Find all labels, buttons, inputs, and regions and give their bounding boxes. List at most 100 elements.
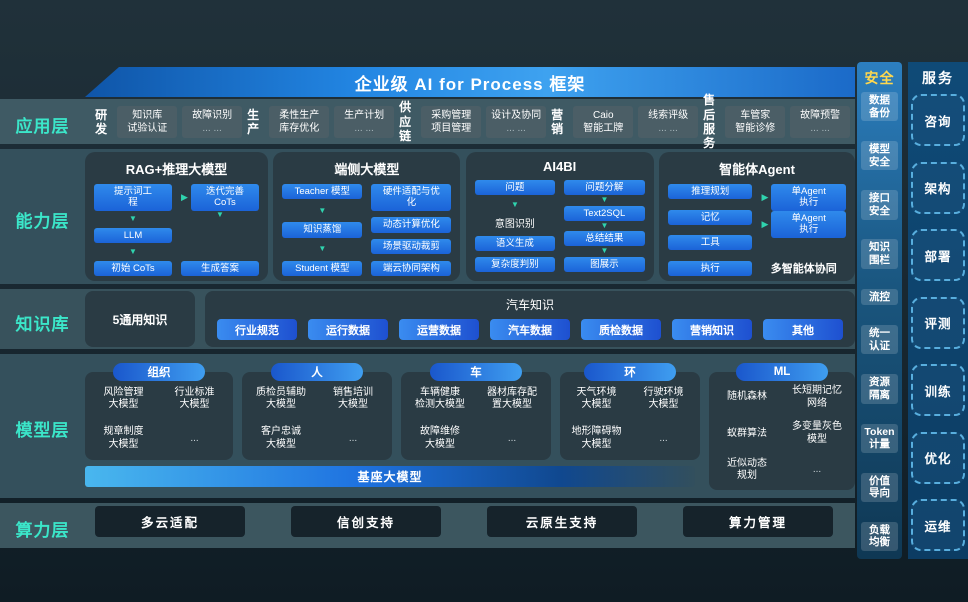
model-group-people: 人 质检员辅助 大模型 销售培训 大模型 客户忠诚 大模型 ...	[242, 363, 392, 460]
security-item: Token 计量	[861, 423, 898, 453]
model-item: 规章制度 大模型	[103, 426, 144, 450]
model-item: 多变量灰色 模型	[792, 421, 842, 445]
edge-step: Student 模型	[282, 260, 363, 276]
knowledge-pill: 运行数据	[308, 319, 388, 340]
base-model-bar: 基座大模型	[85, 466, 695, 487]
arrow-right-icon: ▶	[761, 191, 769, 202]
model-group-organization: 组织 风险管理 大模型 行业标准 大模型 规章制度 大模型 ...	[85, 363, 233, 460]
app-item-line: ... ...	[506, 123, 526, 134]
arrow-right-icon: ▶	[761, 218, 769, 229]
model-item: 行驶环境 大模型	[643, 386, 684, 411]
compute-item: 云原生支持	[487, 506, 637, 537]
auto-knowledge-box: 汽车知识 行业规范 运行数据 运营数据 汽车数据 质检数据 营销知识 其他	[205, 291, 855, 347]
app-item-line: 智能诊修	[735, 123, 776, 134]
service-item: 部署	[911, 229, 965, 281]
banner-title: 企业级 AI for Process 框架	[354, 74, 586, 94]
rag-step: 提示词工 程	[94, 184, 172, 211]
ai4bi-step: Text2SQL	[564, 205, 645, 221]
app-item-line: 柔性生产	[279, 110, 320, 121]
arrow-down-icon: ▼	[129, 214, 137, 224]
arrow-down-icon: ▼	[600, 195, 609, 205]
model-group-ml: ML 随机森林 长短期记忆 网络 蚁群算法 多变量灰色 模型 近似动态 规划 .…	[709, 363, 855, 490]
app-group-label: 供应 链	[399, 100, 412, 144]
layer-label-compute: 算力层	[15, 521, 70, 540]
model-group-pill: 组织	[113, 363, 205, 381]
app-item-box: 线索评级 ... ...	[638, 106, 698, 138]
capability-layer-row: RAG+推理大模型 提示词工 程 ▼ LLM ▼ 初始 CoTs ▶ 迭代完善 …	[85, 152, 855, 281]
agent-title: 智能体Agent	[719, 162, 795, 177]
layer-label-knowledge: 知识库	[15, 315, 70, 334]
ai4bi-step: 图展示	[564, 256, 645, 272]
app-item-line: ... ...	[354, 123, 374, 134]
model-group-pill: 环	[584, 363, 676, 381]
model-group-vehicle: 车 车辆健康 检测大模型 器材库存配 置大模型 故障维修 大模型 ...	[401, 363, 551, 460]
knowledge-pill: 汽车数据	[490, 319, 570, 340]
app-item-line: ... ...	[202, 123, 222, 134]
model-group-pill: ML	[736, 363, 828, 381]
security-item: 接口 安全	[861, 190, 898, 220]
app-item-box: 故障预警 ... ...	[790, 106, 850, 138]
app-group-rd: 研发 知识库 试验认证 故障识别 ... ...	[90, 106, 242, 138]
security-item: 资源 隔离	[861, 374, 898, 404]
model-item: 地形障碍物 大模型	[571, 426, 622, 450]
model-item: 器材库存配 置大模型	[487, 386, 537, 411]
security-title: 安全	[864, 70, 895, 86]
app-item-line: 线索评级	[648, 110, 689, 121]
arrow-down-icon: ▼	[318, 244, 327, 254]
rag-step: LLM	[94, 228, 172, 244]
auto-knowledge-title: 汽车知识	[505, 298, 554, 312]
agent-exec-box: 单Agent 执行	[771, 210, 846, 238]
agent-component: 工具	[667, 235, 753, 251]
arrow-down-icon: ▼	[129, 247, 137, 256]
security-item: 价值 导向	[861, 472, 898, 502]
model-item: 随机森林	[727, 391, 767, 403]
ai4bi-right-column: 问题分解 ▼ Text2SQL ▼ 总结结果 ▼ 图展示	[564, 180, 645, 272]
service-title: 服务	[922, 70, 954, 86]
model-item: 天气环境 大模型	[576, 386, 617, 411]
ai4bi-left-column: 问题 ▼ 意图识别 语义生成 复杂度判别	[474, 180, 556, 272]
layer-label-model: 模型层	[15, 421, 70, 440]
ai4bi-step: 复杂度判别	[474, 256, 556, 272]
app-item-line: ... ...	[810, 123, 830, 134]
ai4bi-box: AI4BI 问题 ▼ 意图识别 语义生成 复杂度判别 问题分解 ▼ Text2S…	[465, 152, 654, 281]
agent-exec-box: 单Agent 执行	[771, 184, 846, 211]
agent-component: 记忆	[667, 209, 753, 225]
app-item-box: 车管家 智能诊修	[725, 106, 786, 138]
model-item-ellipsis: ...	[348, 432, 358, 444]
model-item: 质检员辅助 大模型	[256, 386, 306, 411]
agent-box: 智能体Agent 推理规划 记忆 工具 执行 ▶ 单Agent 执行 ▶ 单Ag…	[658, 152, 855, 281]
app-item-box: 知识库 试验认证	[117, 106, 178, 138]
model-item: 蚁群算法	[727, 427, 767, 439]
app-item-line: 采购管理	[431, 110, 472, 121]
model-group-pill: 人	[271, 363, 363, 381]
service-item: 优化	[911, 431, 965, 484]
arrow-down-icon: ▼	[600, 246, 609, 256]
rag-step: 生成答案	[181, 260, 259, 276]
arrow-right-icon: ▶	[181, 191, 188, 202]
rag-right-column: ▶ 迭代完善 CoTs ▼ 生成答案	[181, 184, 259, 276]
layer-label-capability: 能力层	[15, 212, 70, 231]
knowledge-pill: 其他	[763, 319, 843, 340]
model-item: 故障维修 大模型	[420, 426, 460, 450]
compute-item: 算力管理	[683, 506, 833, 537]
model-group-pill: 车	[430, 363, 522, 381]
knowledge-pill: 营销知识	[672, 319, 752, 340]
service-item: 咨询	[911, 94, 965, 146]
edge-model-box: 端侧大模型 Teacher 模型 ▼ 知识蒸馏 ▼ Student 模型 硬件适…	[273, 152, 461, 281]
app-group-marketing: 营销 Caio 智能工牌 线索评级 ... ...	[546, 106, 698, 138]
app-item-box: 设计及协同 ... ...	[486, 106, 546, 138]
arrow-down-icon: ▼	[510, 200, 519, 210]
app-item-line: 库存优化	[279, 123, 320, 134]
app-item-line: 智能工牌	[583, 123, 624, 134]
app-item-line: 生产计划	[344, 110, 385, 121]
service-item: 训练	[911, 364, 965, 416]
edge-step: 知识蒸馏	[282, 222, 363, 238]
service-item: 运维	[911, 499, 965, 551]
model-item: 客户忠诚 大模型	[261, 426, 301, 450]
model-item: 风险管理 大模型	[103, 386, 144, 411]
multi-agent-note: 多智能体协同	[770, 263, 837, 275]
model-item: 车辆健康 检测大模型	[415, 386, 465, 411]
layer-label-application: 应用层	[15, 117, 70, 136]
app-group-label: 售后 服务	[703, 93, 716, 151]
